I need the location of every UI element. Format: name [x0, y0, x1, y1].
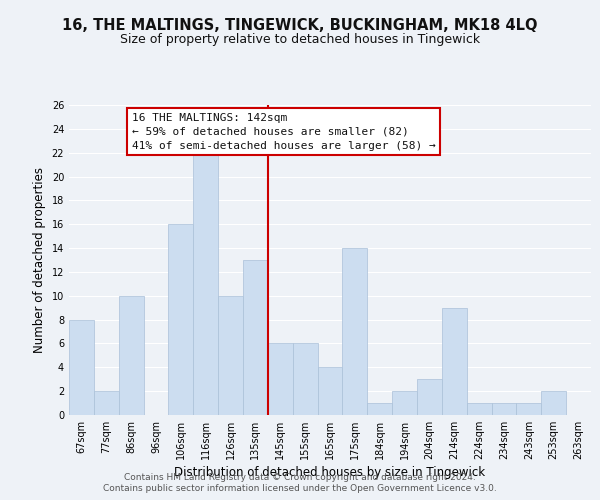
- Y-axis label: Number of detached properties: Number of detached properties: [33, 167, 46, 353]
- Bar: [243, 260, 268, 415]
- Bar: [442, 308, 467, 415]
- Text: Contains HM Land Registry data © Crown copyright and database right 2024.: Contains HM Land Registry data © Crown c…: [124, 472, 476, 482]
- X-axis label: Distribution of detached houses by size in Tingewick: Distribution of detached houses by size …: [175, 466, 485, 479]
- Bar: [467, 403, 491, 415]
- Bar: [169, 224, 193, 415]
- Bar: [343, 248, 367, 415]
- Text: 16 THE MALTINGS: 142sqm
← 59% of detached houses are smaller (82)
41% of semi-de: 16 THE MALTINGS: 142sqm ← 59% of detache…: [131, 113, 436, 151]
- Bar: [392, 391, 417, 415]
- Bar: [293, 344, 317, 415]
- Bar: [119, 296, 143, 415]
- Text: 16, THE MALTINGS, TINGEWICK, BUCKINGHAM, MK18 4LQ: 16, THE MALTINGS, TINGEWICK, BUCKINGHAM,…: [62, 18, 538, 32]
- Bar: [417, 379, 442, 415]
- Bar: [94, 391, 119, 415]
- Bar: [69, 320, 94, 415]
- Bar: [268, 344, 293, 415]
- Bar: [541, 391, 566, 415]
- Bar: [317, 368, 343, 415]
- Text: Contains public sector information licensed under the Open Government Licence v3: Contains public sector information licen…: [103, 484, 497, 493]
- Bar: [491, 403, 517, 415]
- Bar: [517, 403, 541, 415]
- Text: Size of property relative to detached houses in Tingewick: Size of property relative to detached ho…: [120, 32, 480, 46]
- Bar: [193, 152, 218, 415]
- Bar: [367, 403, 392, 415]
- Bar: [218, 296, 243, 415]
